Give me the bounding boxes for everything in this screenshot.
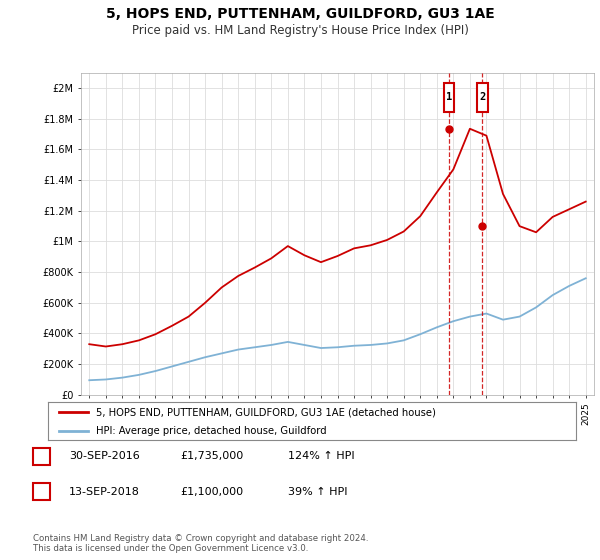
- Text: 2: 2: [479, 92, 485, 102]
- Text: 5, HOPS END, PUTTENHAM, GUILDFORD, GU3 1AE (detached house): 5, HOPS END, PUTTENHAM, GUILDFORD, GU3 1…: [95, 407, 436, 417]
- Text: 2: 2: [38, 487, 44, 497]
- Text: 13-SEP-2018: 13-SEP-2018: [69, 487, 140, 497]
- Text: 30-SEP-2016: 30-SEP-2016: [69, 451, 140, 461]
- Text: £1,735,000: £1,735,000: [180, 451, 243, 461]
- Text: 1: 1: [38, 451, 44, 461]
- Text: HPI: Average price, detached house, Guildford: HPI: Average price, detached house, Guil…: [95, 426, 326, 436]
- Text: Contains HM Land Registry data © Crown copyright and database right 2024.
This d: Contains HM Land Registry data © Crown c…: [33, 534, 368, 553]
- Text: 5, HOPS END, PUTTENHAM, GUILDFORD, GU3 1AE: 5, HOPS END, PUTTENHAM, GUILDFORD, GU3 1…: [106, 7, 494, 21]
- Text: 1: 1: [446, 92, 452, 102]
- Text: 124% ↑ HPI: 124% ↑ HPI: [288, 451, 355, 461]
- Text: Price paid vs. HM Land Registry's House Price Index (HPI): Price paid vs. HM Land Registry's House …: [131, 24, 469, 36]
- Bar: [477, 83, 488, 112]
- Bar: [444, 83, 454, 112]
- Text: £1,100,000: £1,100,000: [180, 487, 243, 497]
- Text: 39% ↑ HPI: 39% ↑ HPI: [288, 487, 347, 497]
